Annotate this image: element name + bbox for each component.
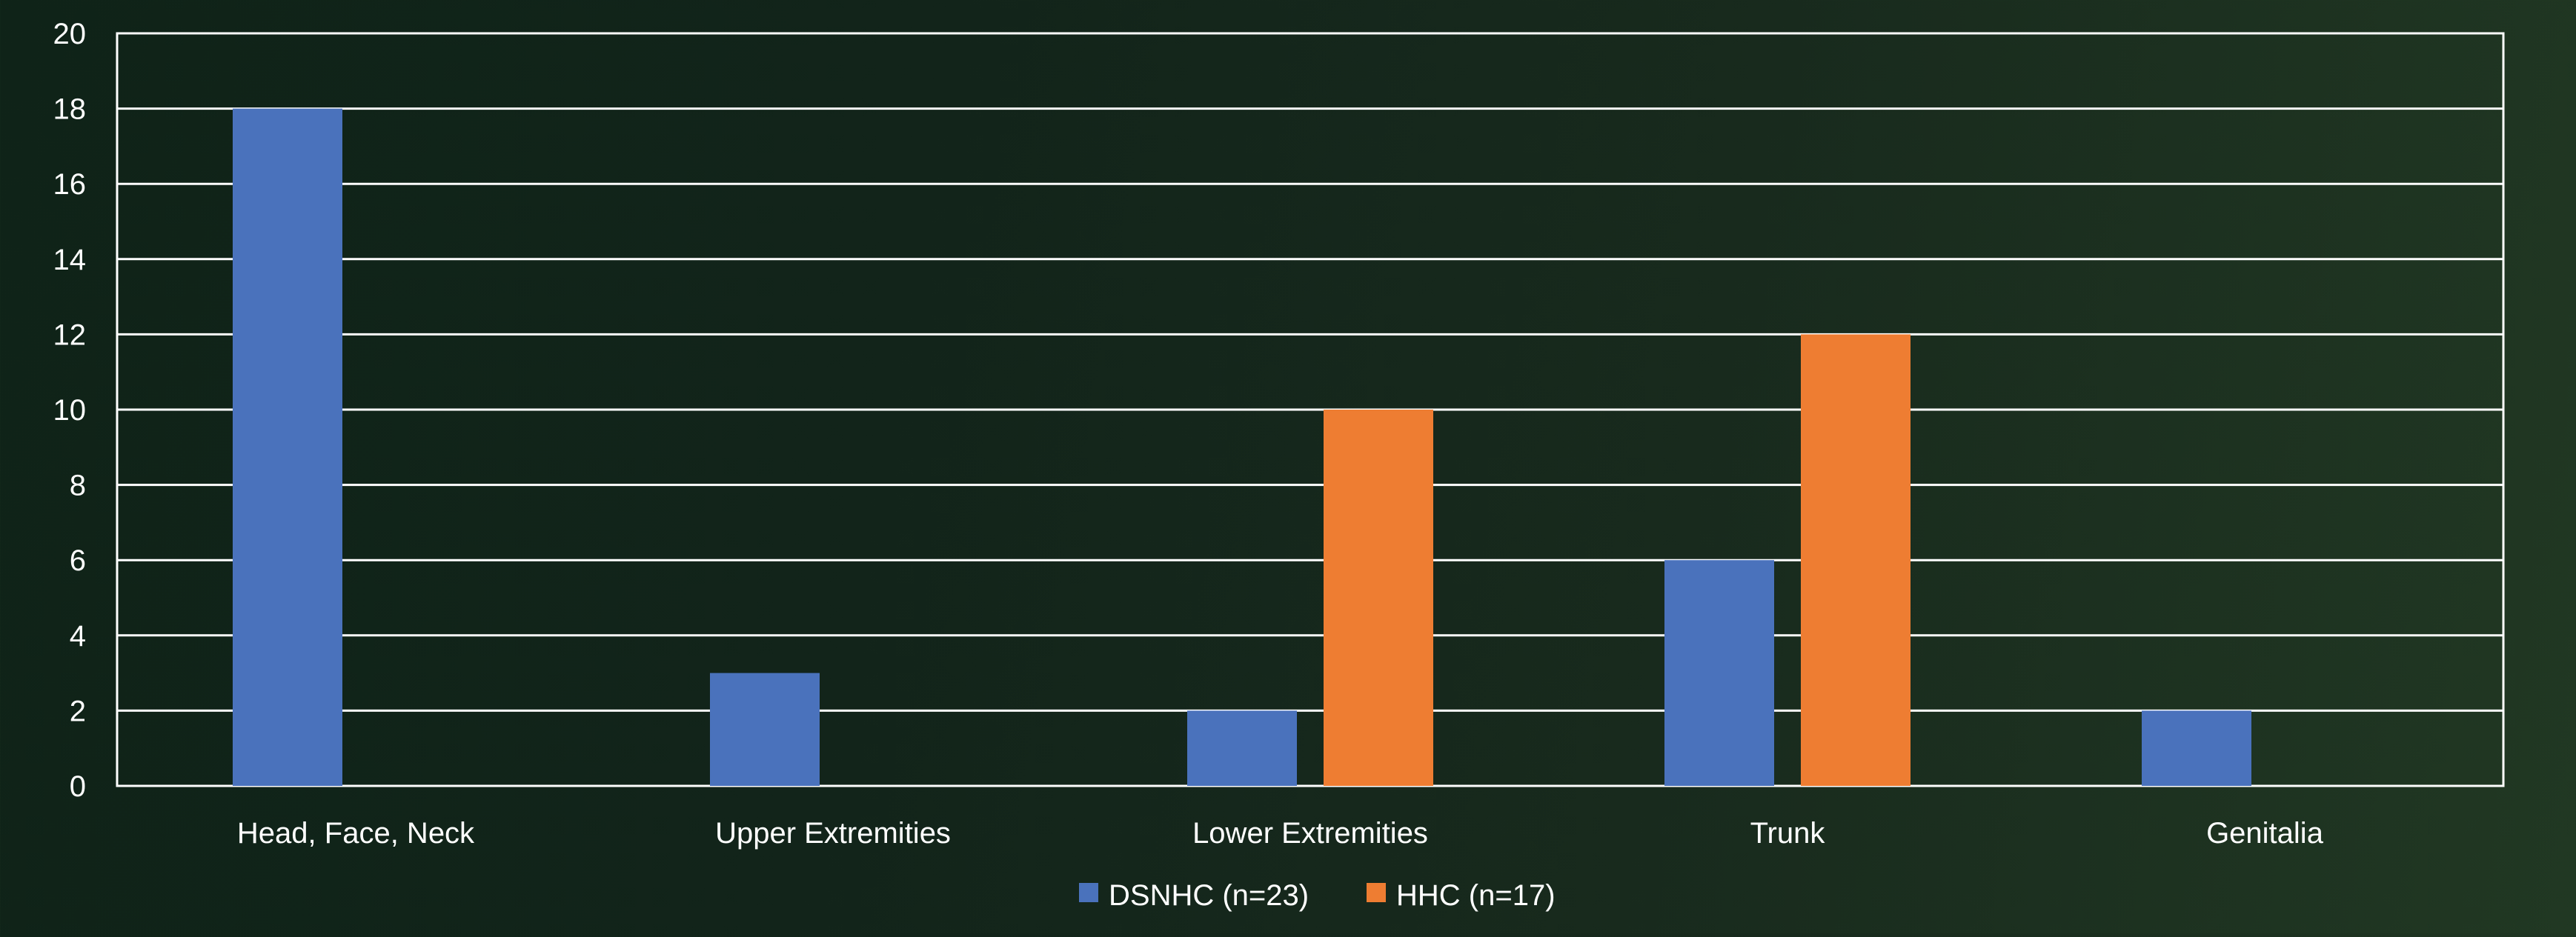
y-tick-label: 12 [53,319,87,351]
x-category-label: Trunk [1750,817,1826,850]
bar-series-1 [1664,560,1774,786]
bar-series-2 [1801,334,1911,786]
y-tick-label: 16 [53,168,87,201]
bar-series-2 [1324,410,1433,786]
y-tick-label: 2 [70,695,86,727]
x-category-label: Head, Face, Neck [237,817,475,850]
y-tick-label: 18 [53,93,87,126]
y-tick-label: 8 [70,470,86,502]
bar-series-1 [1187,710,1297,786]
legend-swatch [1367,883,1386,902]
legend-label: HHC (n=17) [1396,879,1556,912]
x-category-label: Upper Extremities [715,817,951,850]
legend-label: DSNHC (n=23) [1109,879,1309,912]
x-category-label: Lower Extremities [1192,817,1428,850]
bar-series-1 [233,108,342,787]
bar-series-1 [2142,710,2251,786]
x-category-label: Genitalia [2206,817,2324,850]
legend-swatch [1079,883,1098,902]
y-tick-label: 6 [70,544,86,577]
bar-series-1 [710,673,820,786]
y-tick-label: 14 [53,244,87,276]
y-tick-label: 0 [70,770,86,803]
y-tick-label: 10 [53,394,87,427]
y-tick-label: 4 [70,620,86,653]
y-tick-label: 20 [53,18,87,50]
